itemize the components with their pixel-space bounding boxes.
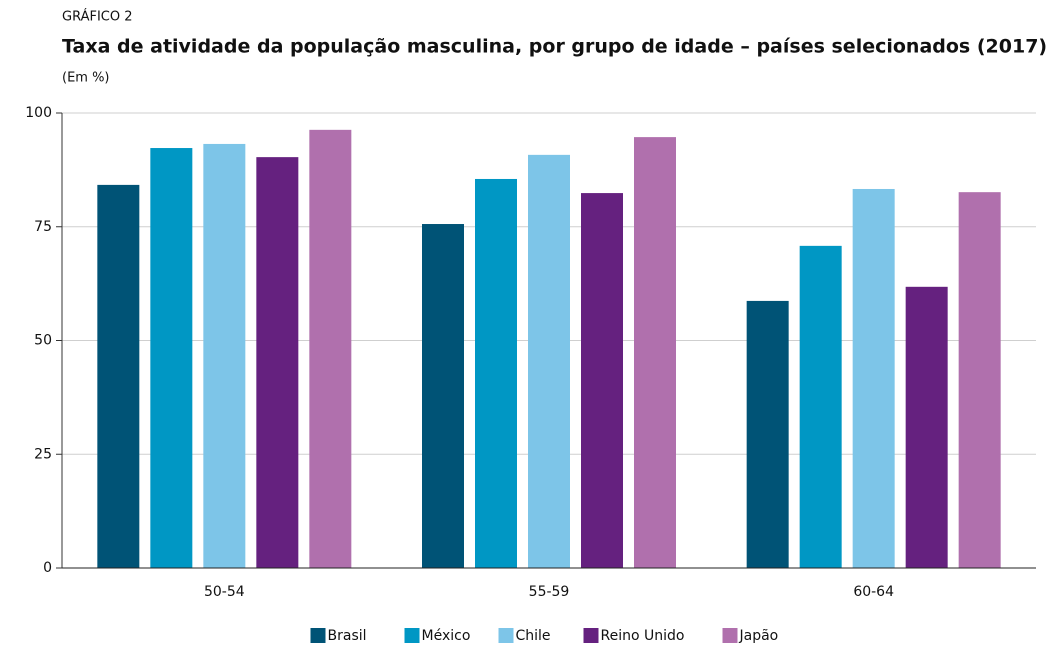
bar — [475, 178, 517, 568]
bar — [256, 157, 299, 568]
legend-swatch — [498, 628, 514, 643]
bar — [634, 137, 676, 569]
bar — [203, 143, 246, 568]
bar — [97, 184, 140, 568]
legend-label: México — [422, 628, 471, 644]
legend-swatch — [404, 628, 420, 643]
bar — [799, 245, 842, 569]
chart-title: Taxa de atividade da população masculina… — [62, 36, 1047, 58]
chart-label: GRÁFICO 2 — [62, 9, 133, 25]
y-tick-label: 50 — [34, 333, 52, 349]
bar — [905, 286, 948, 568]
y-tick-label: 25 — [34, 446, 52, 462]
legend-label: Japão — [739, 628, 779, 644]
bar — [422, 224, 464, 568]
legend-label: Brasil — [328, 628, 367, 644]
bar — [581, 193, 623, 568]
y-tick-label: 75 — [34, 219, 52, 235]
chart-subtitle: (Em %) — [62, 71, 110, 86]
legend-swatch — [583, 628, 599, 643]
bar — [150, 148, 193, 568]
bar — [958, 192, 1001, 569]
x-tick-label: 55-59 — [529, 584, 570, 600]
bar — [852, 188, 895, 569]
y-tick-label: 100 — [25, 105, 52, 121]
legend-swatch — [722, 628, 738, 643]
x-tick-label: 60-64 — [853, 584, 894, 600]
bar — [528, 154, 570, 569]
bar — [746, 300, 789, 568]
legend-label: Chile — [516, 628, 551, 644]
legend-swatch — [310, 628, 326, 643]
x-tick-label: 50-54 — [204, 584, 245, 600]
bar — [309, 129, 352, 568]
legend-label: Reino Unido — [601, 628, 685, 644]
y-tick-label: 0 — [43, 560, 52, 576]
